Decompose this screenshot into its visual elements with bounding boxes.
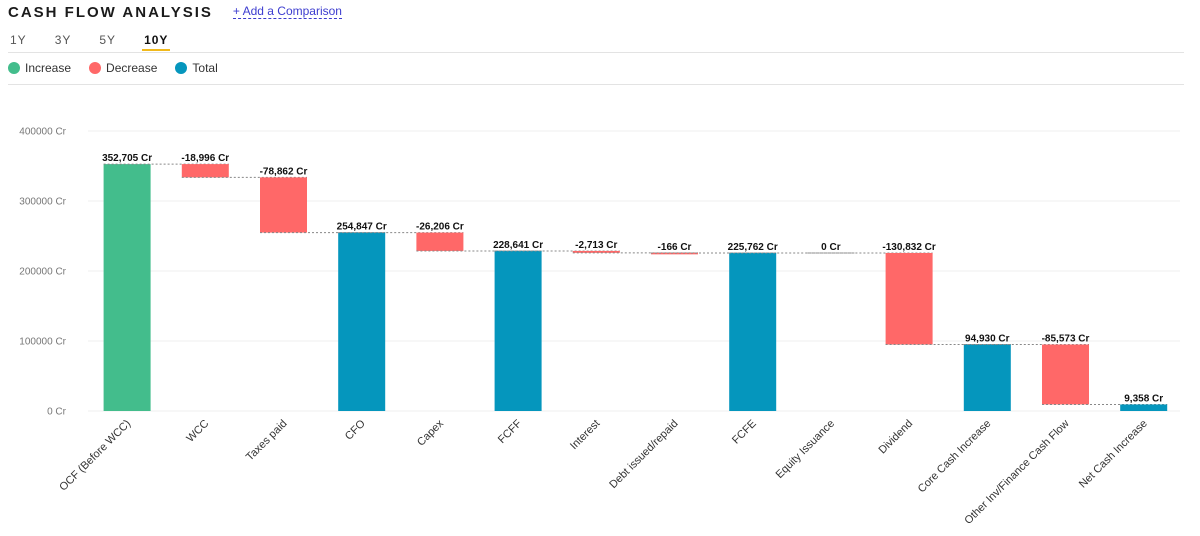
- data-label: 0 Cr: [821, 242, 841, 253]
- x-category-label: Capex: [415, 417, 446, 448]
- header: CASH FLOW ANALYSIS + Add a Comparison: [8, 0, 342, 24]
- data-label: 254,847 Cr: [337, 222, 387, 233]
- legend-item-increase[interactable]: Increase: [8, 61, 71, 75]
- tab-3y[interactable]: 3Y: [54, 33, 72, 47]
- data-label: -2,713 Cr: [575, 240, 617, 251]
- tab-1y[interactable]: 1Y: [10, 33, 27, 47]
- data-label: -26,206 Cr: [416, 222, 464, 233]
- waterfall-bar: [1120, 404, 1168, 411]
- waterfall-bar: [963, 344, 1011, 411]
- total-dot-icon: [175, 62, 188, 74]
- data-label: 9,358 Cr: [1124, 393, 1163, 404]
- x-category-label: FCFE: [730, 418, 759, 447]
- data-label: 228,641 Cr: [493, 240, 543, 251]
- waterfall-bar: [338, 232, 386, 411]
- legend-item-total[interactable]: Total: [175, 61, 218, 75]
- legend-item-decrease[interactable]: Decrease: [89, 61, 157, 75]
- data-label: -166 Cr: [658, 242, 692, 253]
- y-tick-label: 0 Cr: [47, 407, 67, 418]
- y-tick-label: 200000 Cr: [19, 267, 66, 278]
- page-title: CASH FLOW ANALYSIS: [8, 3, 213, 21]
- x-category-label: Debt issued/repaid: [607, 418, 680, 491]
- waterfall-bar: [651, 252, 698, 255]
- x-category-label: Core Cash Increase: [916, 418, 994, 496]
- x-category-label: CFO: [343, 417, 368, 442]
- waterfall-bar: [729, 252, 777, 411]
- x-category-label: Dividend: [876, 418, 915, 457]
- waterfall-bar: [885, 252, 933, 345]
- waterfall-bar: [416, 232, 464, 251]
- add-comparison-link[interactable]: + Add a Comparison: [232, 4, 342, 19]
- legend-label-total: Total: [192, 61, 218, 75]
- x-category-label: OCF (Before WCC): [57, 418, 133, 494]
- y-tick-label: 100000 Cr: [19, 337, 66, 348]
- y-tick-label: 400000 Cr: [19, 127, 66, 138]
- legend-label-decrease: Decrease: [106, 61, 158, 75]
- x-category-label: WCC: [184, 418, 211, 445]
- x-category-label: Net Cash Increase: [1077, 418, 1150, 491]
- increase-dot-icon: [8, 62, 20, 74]
- x-category-label: Interest: [568, 418, 602, 452]
- decrease-dot-icon: [89, 62, 102, 74]
- waterfall-bar: [260, 177, 307, 233]
- legend-label-increase: Increase: [25, 61, 72, 75]
- y-tick-label: 300000 Cr: [19, 197, 66, 208]
- period-tabs: 1Y 3Y 5Y 10Y: [8, 28, 1184, 53]
- data-label: -85,573 Cr: [1042, 334, 1090, 345]
- data-label: -18,996 Cr: [181, 153, 229, 164]
- data-label: -130,832 Cr: [882, 242, 935, 253]
- waterfall-bar: [1042, 344, 1089, 405]
- x-category-label: Equity Issuance: [774, 418, 837, 481]
- waterfall-bar: [494, 250, 542, 411]
- data-label: -78,862 Cr: [260, 166, 308, 177]
- waterfall-bar: [103, 164, 151, 411]
- waterfall-bar: [572, 250, 620, 253]
- chart-legend: Increase Decrease Total: [8, 52, 1184, 85]
- data-label: 352,705 Cr: [102, 153, 152, 164]
- data-label: 94,930 Cr: [965, 334, 1010, 345]
- waterfall-bar: [181, 164, 229, 178]
- x-category-label: Taxes paid: [244, 418, 290, 464]
- tab-10y[interactable]: 10Y: [142, 28, 171, 51]
- tab-5y[interactable]: 5Y: [99, 33, 117, 47]
- data-label: 225,762 Cr: [728, 242, 778, 253]
- x-category-label: FCFF: [496, 417, 525, 446]
